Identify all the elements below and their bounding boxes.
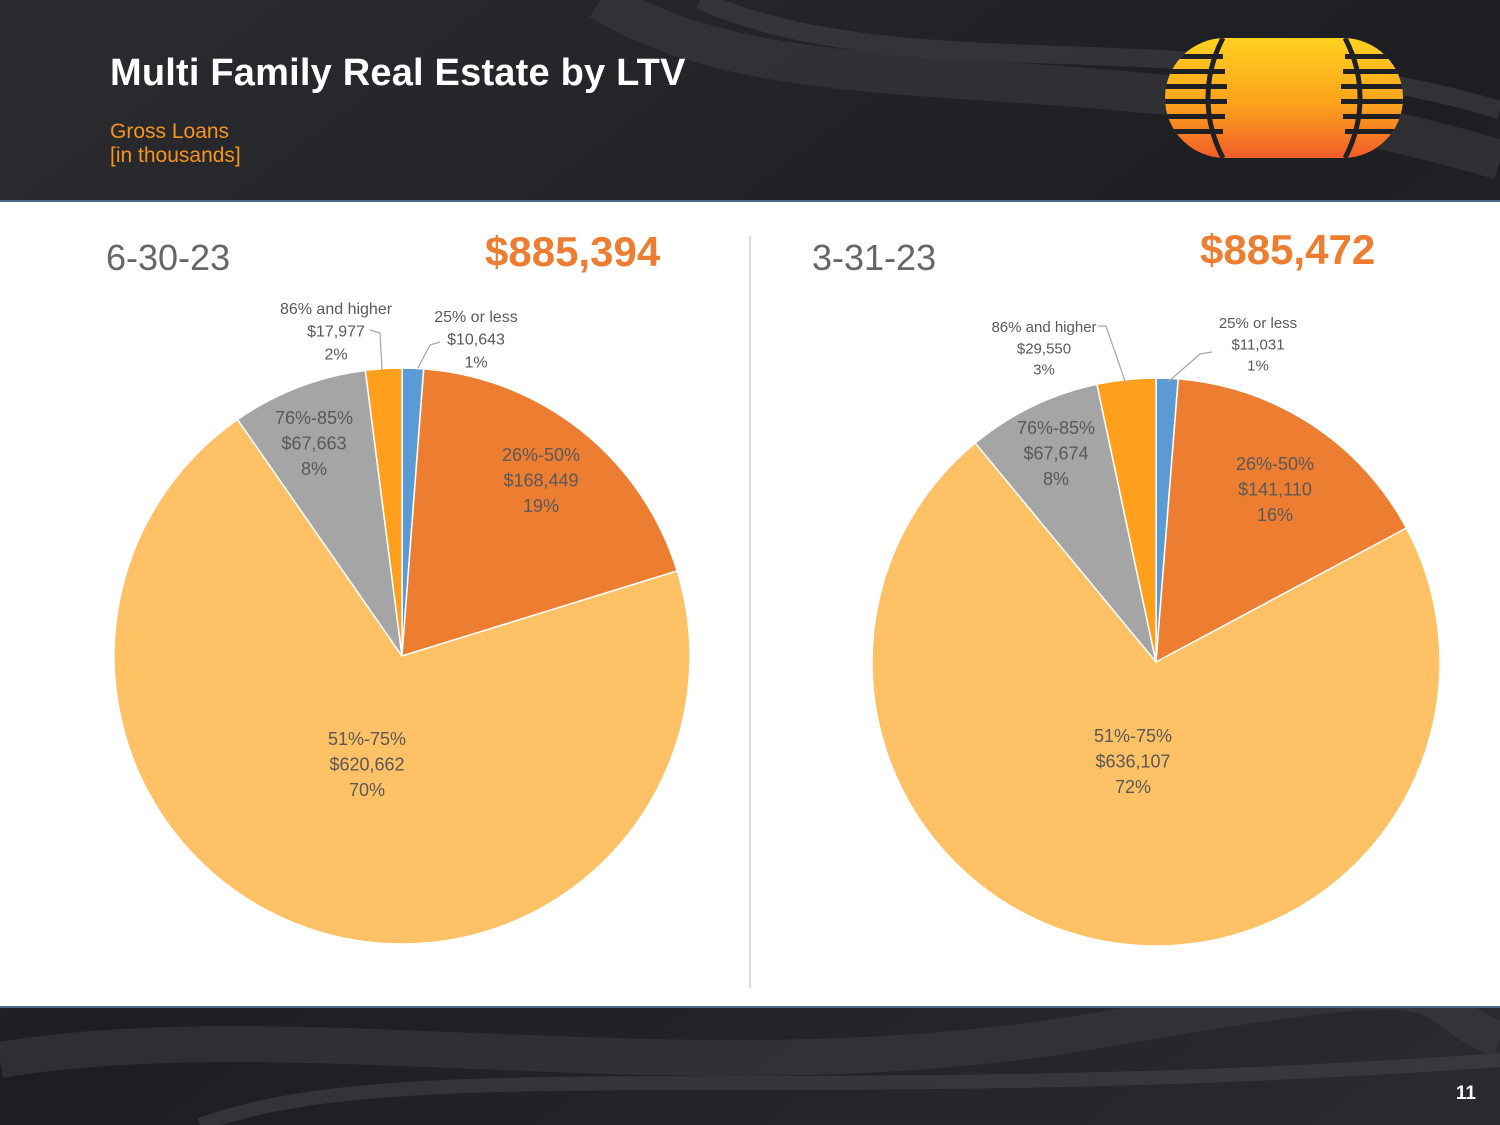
- pie-slice-26-50: [401, 368, 679, 658]
- pie-slice-51-75: [871, 441, 1441, 947]
- subtitle-line-units: [in thousands]: [110, 144, 241, 167]
- slice-label-category: 26%-50%: [1236, 454, 1314, 474]
- charts-panel: 6-30-23 $885,394 3-31-23 $885,472 25% or…: [0, 200, 1500, 1008]
- chart2-date: 3-31-23: [812, 237, 936, 278]
- pie-slice-86-and-higher: [364, 367, 403, 657]
- slice-label-percent: 1%: [1247, 358, 1269, 375]
- pie-slice-76-85: [236, 369, 403, 657]
- slice-label-value: $168,449: [503, 471, 578, 491]
- leader-line: [417, 341, 441, 369]
- slice-label-category: 25% or less: [434, 309, 518, 326]
- leader-line: [1098, 325, 1127, 385]
- slice-label-percent: 1%: [464, 354, 487, 371]
- slice-label-value: $67,663: [281, 434, 346, 454]
- pie-slice-86-and-higher: [1096, 377, 1157, 663]
- slice-label-category: 76%-85%: [1017, 418, 1095, 438]
- pie-charts: 6-30-23 $885,394 3-31-23 $885,472 25% or…: [106, 226, 1441, 988]
- slice-label-percent: 72%: [1115, 777, 1151, 797]
- slice-label-value: $17,977: [307, 324, 365, 341]
- company-logo: [1165, 38, 1403, 158]
- page-title: Multi Family Real Estate by LTV: [110, 52, 686, 94]
- chart1-labels: 25% or less $10,643 1% 26%-50% $168,449 19% 51…: [275, 301, 580, 800]
- slice-label-percent: 8%: [1043, 469, 1069, 489]
- chart2-pie: [871, 377, 1441, 947]
- slice-label-value: $67,674: [1023, 444, 1088, 464]
- slice-label-category: 51%-75%: [1094, 726, 1172, 746]
- leader-line: [1167, 351, 1213, 383]
- chart2-total: $885,472: [1200, 226, 1375, 273]
- slice-label-category: 51%-75%: [328, 729, 406, 749]
- slice-label-value: $29,550: [1017, 340, 1071, 357]
- page-number: 11: [1455, 1083, 1476, 1104]
- slice-label-value: $620,662: [329, 755, 404, 775]
- subtitle-line-gross-loans: Gross Loans: [110, 120, 230, 143]
- slice-label-value: $10,643: [447, 332, 505, 349]
- pie-slice-26-50: [1155, 378, 1408, 664]
- leader-line: [369, 329, 383, 371]
- slice-label-category: 25% or less: [1219, 315, 1297, 332]
- page-subtitle: Gross Loans [in thousands]: [110, 120, 241, 168]
- chart1-pie: [113, 367, 691, 945]
- slice-label-percent: 3%: [1033, 362, 1055, 379]
- chart1-total: $885,394: [485, 228, 661, 275]
- pie-slice-51-75: [113, 418, 691, 945]
- slice-label-percent: 19%: [523, 496, 559, 516]
- chart1-date: 6-30-23: [106, 237, 230, 278]
- slice-label-percent: 8%: [301, 459, 327, 479]
- slice-label-value: $11,031: [1231, 336, 1284, 353]
- slice-label-value: $141,110: [1238, 480, 1312, 500]
- slice-label-category: 26%-50%: [502, 445, 580, 465]
- slice-label-category: 86% and higher: [280, 301, 393, 318]
- slice-label-percent: 2%: [324, 346, 347, 363]
- slice-label-value: $636,107: [1095, 752, 1170, 772]
- slice-label-percent: 70%: [349, 780, 385, 800]
- chart2-labels: 25% or less $11,031 1% 26%-50% $141,110 16% 51…: [991, 315, 1314, 797]
- slice-label-category: 76%-85%: [275, 408, 353, 428]
- slice-label-percent: 16%: [1257, 505, 1293, 525]
- slice-label-category: 86% and higher: [991, 319, 1096, 336]
- pie-slice-76-85: [974, 383, 1157, 663]
